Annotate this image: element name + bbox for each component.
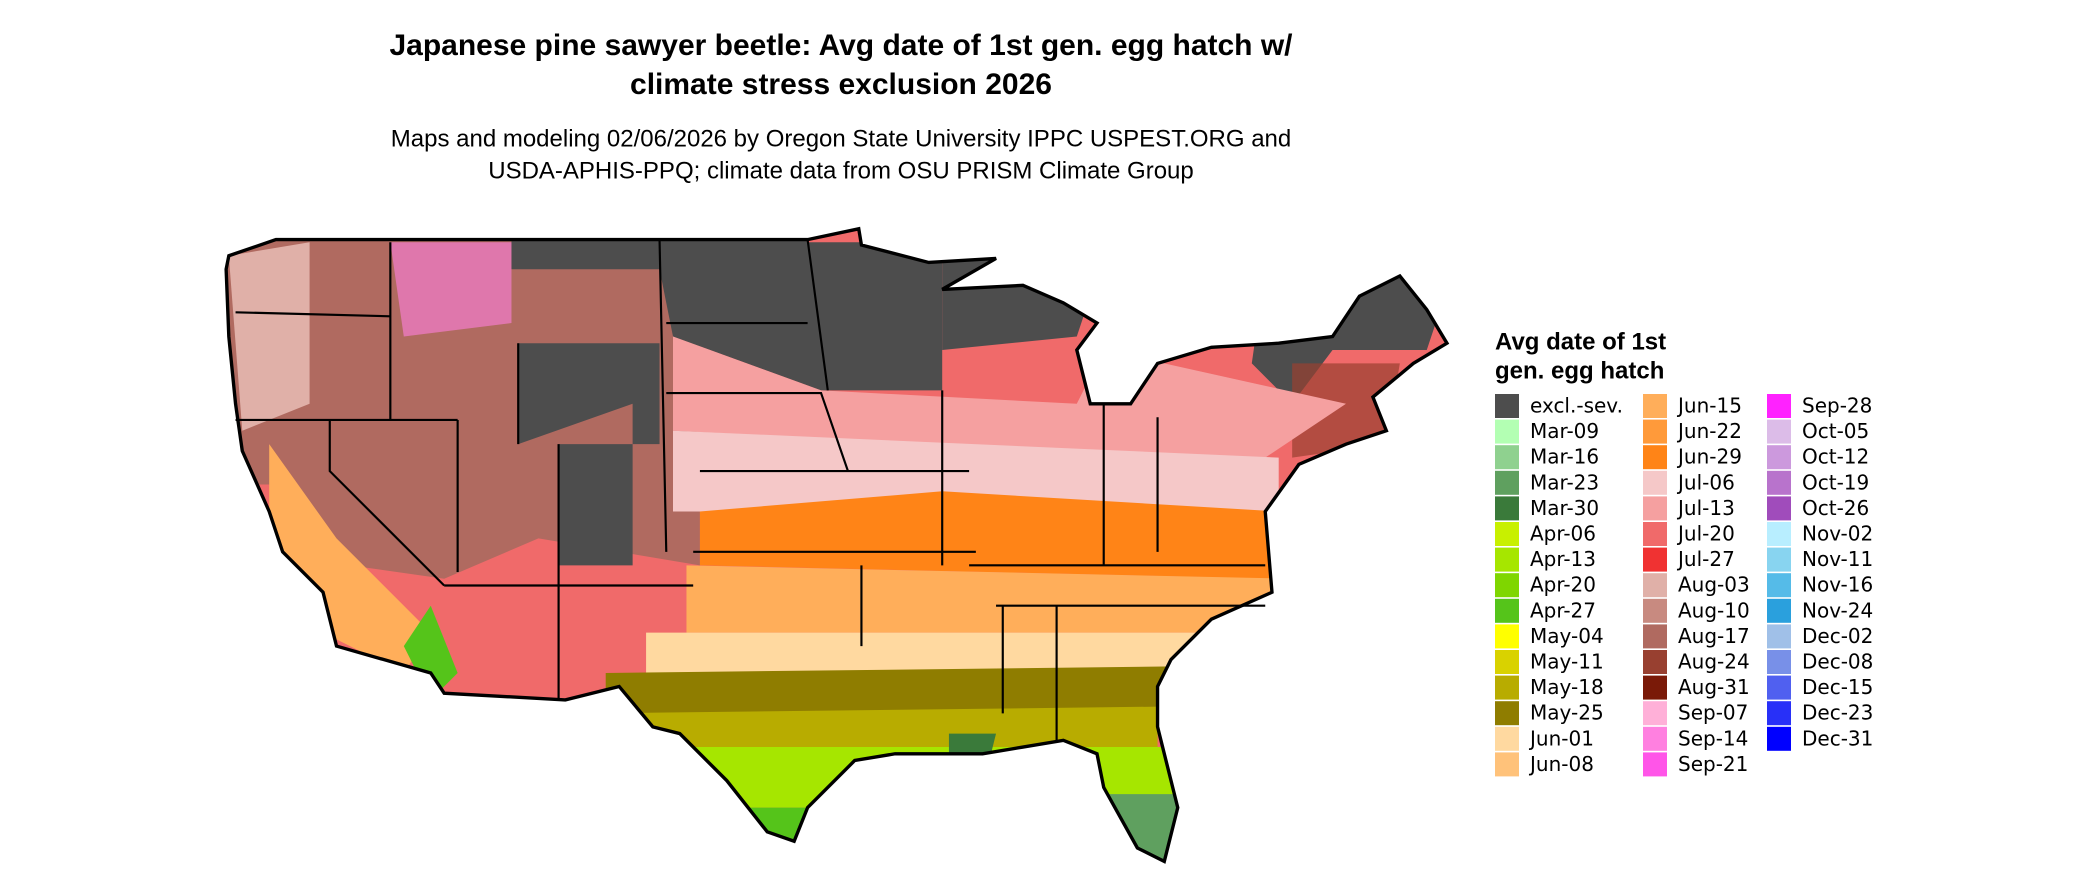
- legend-swatch: [1495, 701, 1519, 726]
- legend-swatch: [1767, 726, 1791, 751]
- subtitle-line: USDA-APHIS-PPQ; climate data from OSU PR…: [488, 157, 1194, 184]
- legend-label: May-18: [1530, 675, 1604, 699]
- legend-swatch: [1767, 445, 1791, 470]
- legend-swatch: [1495, 547, 1519, 572]
- legend-swatch: [1643, 547, 1667, 572]
- legend-label: Jun-01: [1528, 726, 1594, 750]
- legend-label: May-11: [1530, 650, 1604, 674]
- legend-label: Dec-15: [1802, 675, 1873, 699]
- legend-label: Jul-20: [1676, 522, 1735, 546]
- legend-swatch: [1495, 752, 1519, 777]
- legend-label: Aug-03: [1678, 573, 1750, 597]
- legend-swatch: [1767, 522, 1791, 546]
- legend-label: Mar-30: [1530, 496, 1599, 520]
- legend-swatch: [1643, 573, 1667, 598]
- legend-label: Dec-31: [1802, 726, 1873, 750]
- legend-swatch: [1767, 419, 1791, 444]
- legend-swatch: [1767, 573, 1791, 598]
- legend-swatch: [1643, 598, 1667, 623]
- legend-swatch: [1643, 650, 1667, 674]
- legend-swatch: [1643, 752, 1667, 777]
- legend-label: Jul-06: [1676, 470, 1735, 494]
- legend-swatch: [1495, 650, 1519, 674]
- legend-label: Dec-08: [1802, 650, 1873, 674]
- legend-swatch: [1643, 419, 1667, 444]
- legend-label: May-04: [1530, 624, 1604, 648]
- legend-label: Oct-05: [1802, 419, 1869, 443]
- legend-label: Aug-24: [1678, 650, 1750, 674]
- legend-swatch: [1643, 675, 1667, 700]
- legend-label: Sep-21: [1678, 752, 1748, 776]
- legend-label: Aug-17: [1678, 624, 1750, 648]
- legend-label: Oct-26: [1802, 496, 1869, 520]
- title-line: Japanese pine sawyer beetle: Avg date of…: [389, 29, 1293, 62]
- legend-swatch: [1767, 394, 1791, 418]
- legend-swatch: [1643, 701, 1667, 726]
- legend-label: Nov-11: [1802, 547, 1873, 571]
- legend-label: Jul-27: [1676, 547, 1735, 571]
- legend-swatch: [1495, 419, 1519, 444]
- legend-label: Jun-29: [1676, 445, 1742, 469]
- legend-label: Sep-07: [1678, 701, 1748, 725]
- legend-swatch: [1767, 470, 1791, 495]
- legend-swatch: [1767, 496, 1791, 521]
- legend-label: Jul-13: [1676, 496, 1735, 520]
- legend-label: Mar-09: [1530, 419, 1599, 443]
- legend-label: Nov-16: [1802, 573, 1873, 597]
- legend-swatch: [1767, 624, 1791, 649]
- legend-label: May-25: [1530, 701, 1604, 725]
- legend-label: Apr-06: [1530, 522, 1596, 546]
- legend-label: Jun-22: [1676, 419, 1742, 443]
- legend-swatch: [1495, 394, 1519, 418]
- legend-swatch: [1495, 726, 1519, 751]
- legend-swatch: [1767, 701, 1791, 726]
- legend-swatch: [1767, 598, 1791, 623]
- legend-label: Apr-13: [1530, 547, 1596, 571]
- legend-swatch: [1643, 445, 1667, 470]
- legend-label: Dec-02: [1802, 624, 1873, 648]
- legend-swatch: [1495, 496, 1519, 521]
- legend-swatch: [1767, 547, 1791, 572]
- legend-label: Apr-27: [1530, 598, 1596, 622]
- legend-swatch: [1495, 598, 1519, 623]
- subtitle-line: Maps and modeling 02/06/2026 by Oregon S…: [391, 125, 1291, 152]
- legend-label: Aug-10: [1678, 598, 1750, 622]
- legend-label: Mar-23: [1530, 470, 1599, 494]
- legend-label: Aug-31: [1678, 675, 1750, 699]
- legend-label: Jun-08: [1528, 752, 1594, 776]
- legend-swatch: [1643, 624, 1667, 649]
- legend-swatch: [1495, 445, 1519, 470]
- legend-label: Oct-19: [1802, 470, 1869, 494]
- legend-label: Oct-12: [1802, 445, 1869, 469]
- legend-label: Mar-16: [1530, 445, 1599, 469]
- legend-swatch: [1767, 650, 1791, 674]
- legend-label: Nov-24: [1802, 598, 1873, 622]
- legend-label: Nov-02: [1802, 522, 1873, 546]
- legend-label: Sep-14: [1678, 726, 1748, 750]
- legend-swatch: [1643, 394, 1667, 418]
- legend-swatch: [1643, 522, 1667, 546]
- legend-title: gen. egg hatch: [1495, 357, 1664, 384]
- legend-swatch: [1495, 624, 1519, 649]
- legend-label: Dec-23: [1802, 701, 1873, 725]
- legend-swatch: [1495, 675, 1519, 700]
- legend-label: Jun-15: [1676, 394, 1742, 418]
- legend-title: Avg date of 1st: [1495, 328, 1666, 355]
- legend-label: Sep-28: [1802, 394, 1872, 418]
- title-line: climate stress exclusion 2026: [630, 68, 1052, 101]
- legend-swatch: [1643, 496, 1667, 521]
- legend-swatch: [1767, 675, 1791, 700]
- us-map: [224, 227, 1449, 864]
- legend-label: excl.-sev.: [1530, 394, 1623, 418]
- legend-swatch: [1495, 470, 1519, 495]
- legend-swatch: [1495, 522, 1519, 546]
- legend-swatch: [1495, 573, 1519, 598]
- legend-swatch: [1643, 470, 1667, 495]
- legend-swatch: [1643, 726, 1667, 751]
- legend-label: Apr-20: [1530, 573, 1596, 597]
